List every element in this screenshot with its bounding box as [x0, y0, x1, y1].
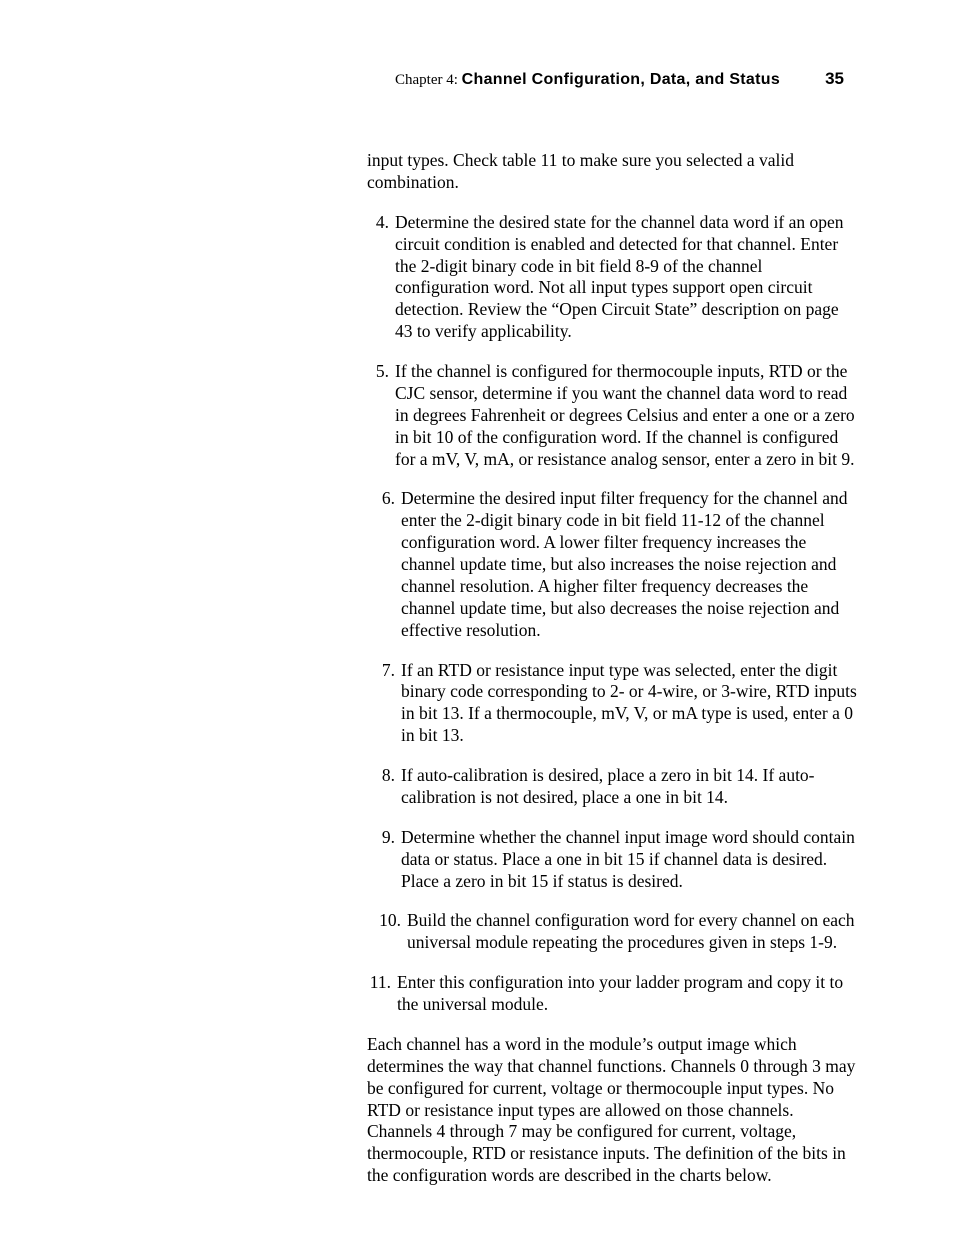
page: Chapter 4: Channel Configuration, Data, … [0, 0, 954, 1235]
list-item-number: 10. [373, 910, 407, 954]
list-item: 9.Determine whether the channel input im… [373, 827, 857, 893]
list-item-text: Determine whether the channel input imag… [401, 827, 857, 893]
list-item-number: 8. [373, 765, 401, 809]
list-item-text: Determine the desired input filter frequ… [401, 488, 857, 641]
page-number: 35 [825, 69, 844, 89]
list-item: 6.Determine the desired input filter fre… [373, 488, 857, 641]
chapter-label: Chapter 4: [395, 72, 462, 88]
list-item-text: If auto-calibration is desired, place a … [401, 765, 857, 809]
final-paragraph: Each channel has a word in the module’s … [367, 1034, 857, 1187]
page-header: Chapter 4: Channel Configuration, Data, … [395, 69, 844, 89]
list-item-number: 4. [367, 212, 395, 343]
list-item: 5.If the channel is configured for therm… [367, 361, 857, 470]
list-item-number: 7. [373, 660, 401, 748]
list-item-number: 11. [363, 972, 397, 1016]
list-item-number: 9. [373, 827, 401, 893]
list-item: 8.If auto-calibration is desired, place … [373, 765, 857, 809]
list-item-text: Enter this configuration into your ladde… [397, 972, 857, 1016]
list-group: 11.Enter this configuration into your la… [367, 972, 857, 1016]
list-item-text: Build the channel configuration word for… [407, 910, 857, 954]
list-item-text: If an RTD or resistance input type was s… [401, 660, 857, 748]
header-left: Chapter 4: Channel Configuration, Data, … [395, 71, 780, 89]
list-item: 4.Determine the desired state for the ch… [367, 212, 857, 343]
list-item-text: If the channel is configured for thermoc… [395, 361, 857, 470]
list-group: 4.Determine the desired state for the ch… [367, 212, 857, 471]
list-item: 11.Enter this configuration into your la… [363, 972, 857, 1016]
continuation-paragraph: input types. Check table 11 to make sure… [367, 150, 857, 194]
list-item-text: Determine the desired state for the chan… [395, 212, 857, 343]
list-item-number: 6. [373, 488, 401, 641]
chapter-title: Channel Configuration, Data, and Status [462, 71, 780, 88]
list-item: 7.If an RTD or resistance input type was… [373, 660, 857, 748]
list-item: 10.Build the channel configuration word … [373, 910, 857, 954]
body-text: input types. Check table 11 to make sure… [367, 150, 857, 1187]
list-group: 6.Determine the desired input filter fre… [367, 488, 857, 954]
list-item-number: 5. [367, 361, 395, 470]
